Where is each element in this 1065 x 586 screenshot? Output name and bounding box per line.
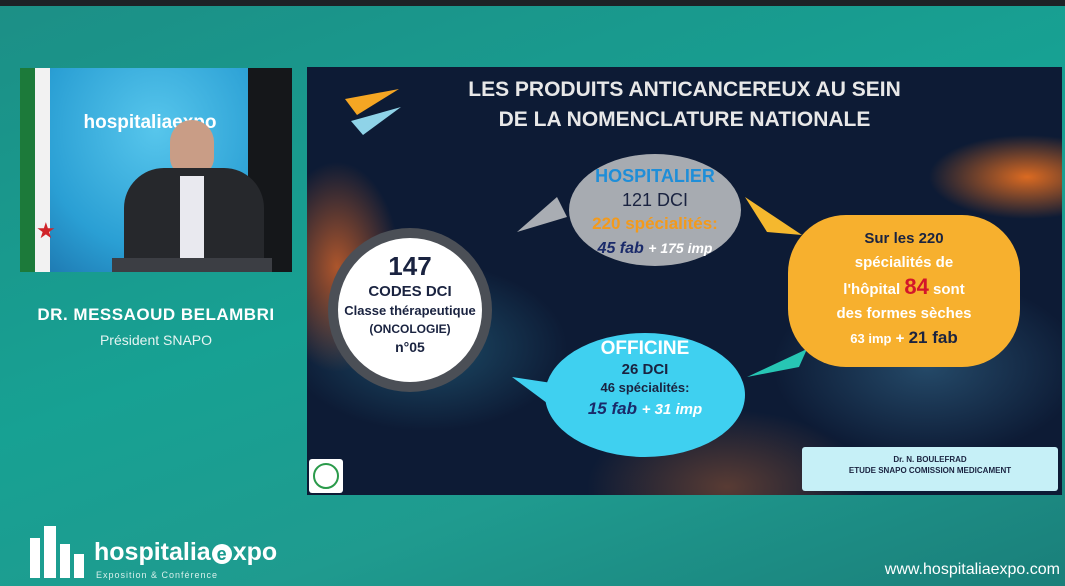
heading: HOSPITALIER [595, 166, 715, 186]
block [74, 554, 84, 578]
text: + [895, 330, 905, 347]
top-bar [0, 0, 1065, 6]
summary-text: Sur les 220 spécialités de l'hôpital 84 … [788, 227, 1020, 351]
circle [338, 238, 482, 382]
slide-title: LES PRODUITS ANTICANCEREUX AU SEIN DE LA… [307, 75, 1062, 135]
text: sont [933, 281, 965, 298]
stage-logo: hospitaliaexpo [83, 112, 217, 133]
lectern [112, 258, 272, 272]
fab: 45 fab [597, 240, 644, 257]
imp: + 31 imp [641, 401, 703, 418]
summary-box [788, 215, 1020, 367]
footer-url: www.hospitaliaexpo.com [884, 561, 1060, 578]
slide-decoration [309, 89, 1058, 493]
text: l'hôpital [843, 281, 901, 298]
heading: OFFICINE [600, 338, 690, 359]
speaker-video: ★ hospitaliaexpo [20, 68, 292, 272]
pointer [745, 197, 802, 235]
codes: CODES DCI [368, 283, 452, 300]
credit-box [802, 447, 1058, 491]
line: spécialités de [854, 254, 954, 271]
bubble-tail [517, 197, 567, 232]
org-logo-ring [313, 463, 339, 489]
text: 21 fab [908, 328, 958, 347]
officine-text: OFFICINE 26 DCI 46 spécialités: 15 fab +… [545, 337, 745, 422]
dci: 26 DCI [621, 361, 669, 378]
footer-tagline: Exposition & Conférence [96, 570, 219, 580]
logo-part: xpo [232, 538, 278, 566]
specialites: 46 spécialités: [600, 380, 690, 395]
specialites: 220 spécialités: [592, 214, 718, 233]
num: n°05 [395, 339, 425, 355]
logo-part: hospitalia [94, 538, 211, 566]
block [60, 544, 70, 578]
speaker-role: Président SNAPO [99, 332, 213, 348]
credit-line: Dr. N. BOULEFRAD [893, 455, 967, 464]
officine-bubble [545, 333, 745, 457]
logo-arrow [351, 107, 401, 135]
logo-arrow [345, 89, 399, 115]
text: 63 imp [850, 331, 892, 346]
speaker-name: DR. MESSAOUD BELAMBRI [37, 305, 275, 324]
block [44, 526, 56, 578]
title-line: LES PRODUITS ANTICANCEREUX AU SEIN [468, 78, 901, 101]
slide: LES PRODUITS ANTICANCEREUX AU SEIN DE LA… [307, 67, 1062, 495]
speaker-head [170, 120, 214, 176]
logo-part: e [211, 544, 232, 564]
line: des formes sèches [836, 305, 972, 322]
flag-star: ★ [36, 218, 56, 243]
credit: Dr. N. BOULEFRAD ETUDE SNAPO COMISSION M… [802, 454, 1058, 476]
highlight: 84 [904, 274, 929, 299]
center-text: 147 CODES DCI Classe thérapeutique (ONCO… [338, 250, 482, 356]
block [30, 538, 40, 578]
line: Sur les 220 [864, 230, 944, 247]
hospitalier-bubble [569, 154, 741, 266]
credit-line: ETUDE SNAPO COMISSION MEDICAMENT [848, 466, 1012, 475]
title-line: DE LA NOMENCLATURE NATIONALE [498, 108, 871, 131]
imp: + 175 imp [648, 240, 713, 256]
oncologie: (ONCOLOGIE) [369, 322, 451, 336]
footer-logo-mark [30, 526, 84, 578]
pointer [747, 349, 807, 377]
speaker-shirt [180, 176, 204, 272]
flag [20, 68, 50, 272]
hospitalier-text: HOSPITALIER 121 DCI 220 spécialités: 45 … [569, 164, 741, 261]
fab: 15 fab [587, 399, 637, 418]
dci: 121 DCI [621, 190, 689, 210]
footer-logo: hospitalia e xpo [94, 538, 277, 567]
number: 147 [388, 251, 432, 281]
classe: Classe thérapeutique [344, 303, 476, 318]
